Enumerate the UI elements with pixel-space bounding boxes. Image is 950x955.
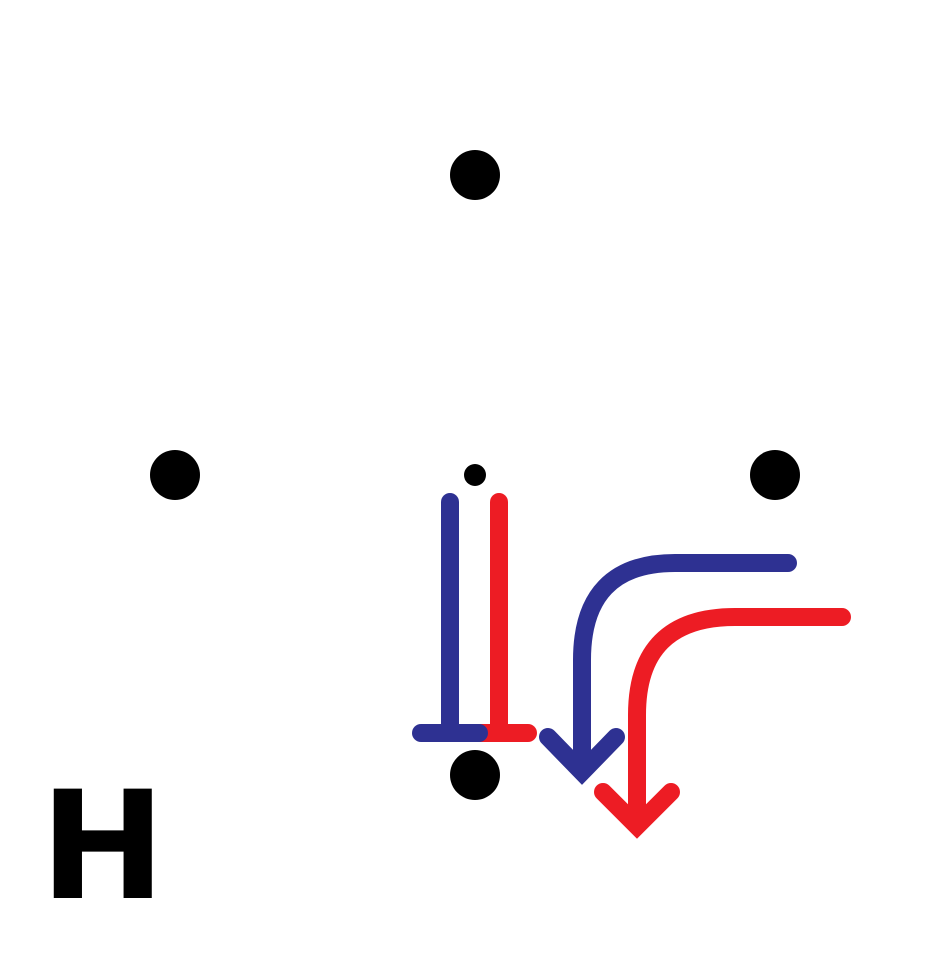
left-dot bbox=[150, 450, 200, 500]
blue-curved-arrow bbox=[539, 554, 797, 785]
right-dot bbox=[750, 450, 800, 500]
blue-t-bar bbox=[412, 493, 488, 742]
red-t-bar bbox=[461, 493, 537, 742]
bottom-dot bbox=[450, 750, 500, 800]
top-dot bbox=[450, 150, 500, 200]
center-small-dot bbox=[464, 464, 486, 486]
red-curved-arrow bbox=[594, 608, 851, 839]
panel-label: H bbox=[40, 760, 166, 934]
